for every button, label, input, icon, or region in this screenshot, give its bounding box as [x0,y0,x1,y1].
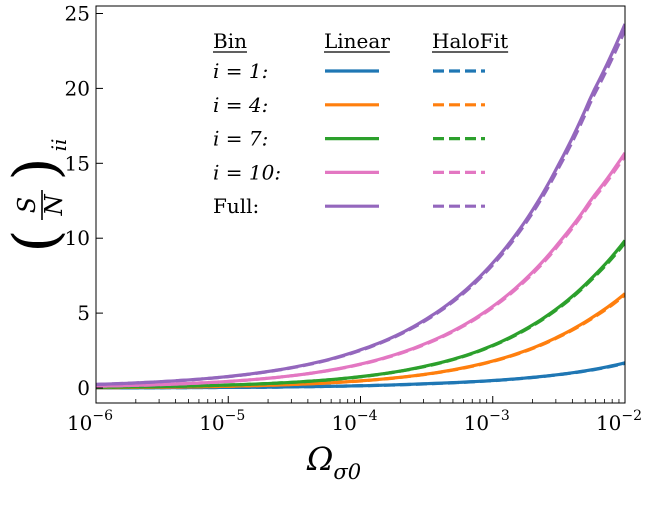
legend-label-1: i = 4: [213,93,268,117]
legend-header-2: HaloFit [432,29,508,53]
svg-text:): ) [1,157,71,180]
x-axis: 10−6 10−5 10−4 10−3 10−2 [67,396,642,435]
y-axis: 0 5 10 15 20 25 [65,1,103,400]
x-tick-label: 10−3 [464,408,510,435]
y-axis-label-numerator: S [13,197,41,213]
y-axis-label: ( S N ) ii [1,139,71,253]
x-tick-label: 10−4 [331,408,377,435]
x-axis-label-main: Ω [306,440,334,478]
y-axis-label-denominator: N [40,194,68,217]
series-line-halofit-4 [96,29,625,387]
legend-header-0: Bin [213,29,247,53]
y-tick-label: 10 [65,226,90,250]
legend-label-0: i = 1: [213,59,268,83]
legend-label-4: Full: [213,194,259,218]
series-line-halofit-3 [96,154,625,388]
series-line-linear-4 [96,23,625,387]
y-tick-label: 5 [77,301,90,325]
svg-text:(: ( [1,229,71,252]
series-line-halofit-2 [96,241,625,389]
x-tick-label: 10−2 [596,408,642,435]
y-tick-label: 15 [65,151,90,175]
series-line-linear-1 [96,292,625,390]
plot-curves [96,23,625,390]
x-axis-label-sub: σ0 [333,460,361,484]
x-tick-label: 10−6 [67,408,113,435]
y-tick-label: 20 [65,76,90,100]
legend-header-1: Linear [324,29,390,53]
y-tick-label: 25 [65,1,90,25]
y-tick-label: 0 [77,376,90,400]
y-axis-label-sub: ii [47,139,71,152]
legend-label-3: i = 10: [213,160,281,184]
x-tick-label: 10−5 [199,408,245,435]
svg-text:Ωσ0: Ωσ0 [306,440,361,484]
legend: Bin Linear HaloFit i = 1: i = 4: i = 7: i = 10… [213,29,509,218]
x-axis-label: Ωσ0 [306,440,361,484]
legend-label-2: i = 7: [213,127,268,151]
